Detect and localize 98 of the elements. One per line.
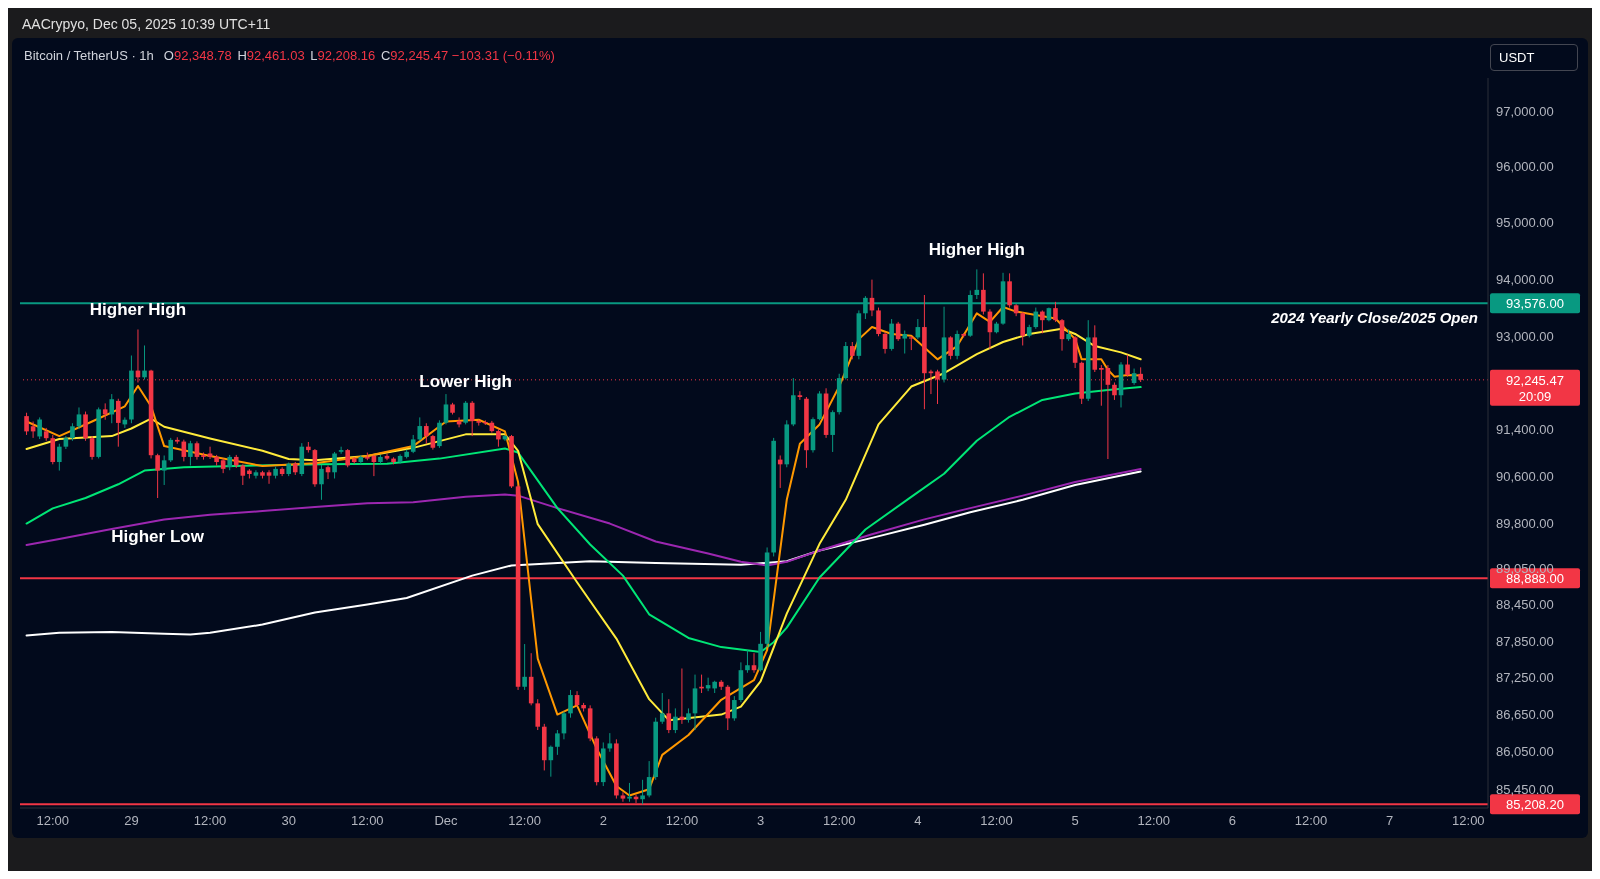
y-tick-label: 86,650.00 (1496, 707, 1554, 723)
candlestick (522, 643, 527, 691)
candlestick (417, 416, 423, 442)
candlestick (902, 330, 908, 355)
x-tick-label: 12:00 (1452, 813, 1485, 829)
candlestick (463, 400, 468, 425)
candlestick (155, 453, 160, 499)
candlestick (253, 469, 259, 479)
candlestick (1125, 354, 1130, 378)
ref-line-label: 93,576.00 (1506, 296, 1564, 312)
candlestick (876, 307, 881, 337)
x-tick-label: 12:00 (665, 813, 699, 829)
annotation: Lower High (419, 372, 512, 392)
y-tick-label: 85,450.00 (1496, 781, 1554, 797)
candlestick (424, 422, 429, 445)
candlestick (142, 344, 147, 381)
y-tick-label: 86,050.00 (1496, 744, 1554, 760)
annotation: 2024 Yearly Close/2025 Open (1270, 309, 1478, 327)
candlestick (109, 393, 115, 424)
y-tick-label: 93,000.00 (1496, 328, 1554, 344)
x-tick-label: 12:00 (822, 813, 856, 829)
y-tick-label: 88,450.00 (1496, 597, 1554, 613)
candlestick (935, 369, 940, 405)
chart-title: Bitcoin / TetherUS · 1h (24, 48, 154, 63)
x-tick-label: 29 (124, 813, 139, 829)
candlestick (266, 469, 272, 485)
candlestick (535, 698, 541, 731)
candlestick (948, 335, 953, 360)
annotation: Higher Low (111, 527, 205, 547)
x-tick-label: 7 (1386, 813, 1394, 829)
candlestick (555, 729, 560, 756)
candlestick (568, 689, 573, 719)
candlestick (640, 779, 645, 805)
x-tick-label: 12:00 (351, 813, 384, 829)
y-tick-label: 90,600.00 (1496, 468, 1554, 484)
candlestick (732, 695, 737, 722)
text: AACrypyo, Dec 05, 2025 10:39 UTC+11 (22, 16, 271, 32)
x-tick-label: 12:00 (36, 813, 70, 829)
candlestick (50, 434, 56, 465)
candlestick (83, 411, 88, 442)
candlestick (161, 455, 167, 486)
y-axis-title: USDT (1490, 44, 1578, 71)
candlestick (188, 440, 193, 466)
y-tick-label: 96,000.00 (1496, 159, 1554, 175)
annotation: Higher High (89, 300, 187, 320)
candlestick (332, 451, 337, 479)
candlestick (830, 409, 835, 453)
candlestick (240, 463, 246, 486)
candlestick (1020, 311, 1025, 346)
y-tick-label: 97,000.00 (1496, 103, 1554, 119)
candlestick (57, 443, 62, 472)
ref-line-label: 85,208.20 (1506, 797, 1564, 813)
line-series (25, 468, 1142, 567)
y-tick-label: 94,000.00 (1496, 271, 1554, 287)
y-tick-label: 87,850.00 (1496, 633, 1554, 649)
candlestick (627, 782, 632, 803)
x-tick-label: 3 (756, 813, 765, 829)
candlestick (168, 437, 174, 463)
x-tick-label: 12:00 (1137, 813, 1171, 829)
candlestick (1007, 272, 1012, 309)
y-tick-label: 87,250.00 (1496, 670, 1554, 686)
candlestick (37, 416, 42, 440)
y-tick-label: 91,400.00 (1496, 421, 1554, 437)
candlestick (384, 453, 390, 461)
x-tick-label: 4 (914, 813, 922, 829)
candlestick (338, 446, 344, 455)
candlestick (797, 390, 803, 401)
annotation: Higher High (928, 240, 1025, 260)
x-tick-label: Dec (434, 813, 459, 829)
candlestick (928, 369, 934, 395)
candlestick (443, 393, 449, 425)
candlestick (659, 692, 665, 725)
y-tick-label: 89,800.00 (1496, 516, 1554, 532)
candlestick (981, 272, 986, 315)
candlestick (319, 464, 324, 501)
ref-line-label: 92,245.47 20:09 (1506, 372, 1564, 404)
x-tick-label: 12:00 (508, 813, 541, 829)
candlestick (1053, 301, 1058, 323)
x-tick-label: 12:00 (193, 813, 227, 829)
candlestick (1040, 309, 1045, 334)
candlestick (24, 412, 29, 436)
x-tick-label: 30 (281, 813, 296, 829)
candlestick (207, 446, 213, 460)
candlestick (410, 434, 416, 454)
x-tick-label: 12:00 (1294, 813, 1328, 829)
x-tick-label: 6 (1228, 813, 1237, 829)
x-tick-label: 2 (599, 813, 607, 829)
chart-subtitle: O92,348.78 H92,461.03 L92,208.16 C92,245.47 −103.31 (−0.11%) (163, 48, 555, 63)
candlestick (745, 649, 750, 674)
y-tick-label: 95,000.00 (1496, 215, 1554, 231)
candlestick (777, 455, 783, 489)
line-series (25, 470, 1142, 637)
x-tick-label: 12:00 (980, 813, 1013, 829)
candlestick (437, 419, 442, 449)
candlestick (116, 398, 121, 448)
candlestick (345, 448, 350, 468)
candlestick (673, 707, 678, 734)
x-tick-label: 5 (1071, 813, 1079, 829)
